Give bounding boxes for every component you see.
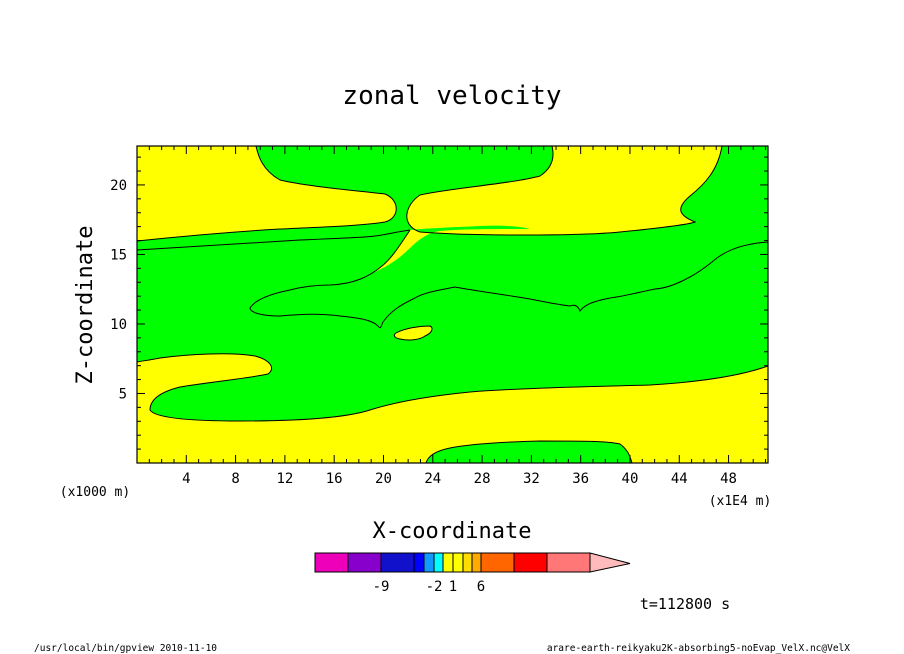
- contour-region-middle-band: [137, 230, 768, 421]
- colorbar-box: [452, 552, 464, 573]
- x-tick-label: 20: [375, 471, 392, 487]
- contour-island: [394, 326, 433, 340]
- contour-region-upper-band: [137, 146, 768, 328]
- contour-lines: [136, 145, 769, 464]
- colorbar-box: [546, 552, 591, 573]
- y-tick-label: 10: [110, 317, 127, 333]
- colorbar-box: [433, 552, 444, 573]
- colorbar-label: 1: [449, 579, 457, 595]
- x-tick-label: 16: [326, 471, 343, 487]
- y-tick-label: 5: [119, 386, 127, 402]
- colorbar-box: [513, 552, 548, 573]
- colorbar: [314, 552, 631, 573]
- x-tick-label: 48: [720, 471, 737, 487]
- colorbar-box: [471, 552, 482, 573]
- x-tick-label: 32: [523, 471, 540, 487]
- x-tick-label: 4: [182, 471, 190, 487]
- y-tick-label: 15: [110, 247, 127, 263]
- colorbar-box: [314, 552, 349, 573]
- colorbar-box: [462, 552, 473, 573]
- x-unit-label: (x1000 m): [60, 485, 130, 500]
- plot-frame: [136, 145, 769, 464]
- colorbar-label: 6: [477, 579, 485, 595]
- colorbar-box: [347, 552, 382, 573]
- colorbar-labels: -9 -2 1 6: [373, 579, 486, 595]
- chart-title: zonal velocity: [342, 81, 561, 111]
- x-tick-label: 8: [231, 471, 239, 487]
- y-axis-label: Z-coordinate: [73, 226, 98, 385]
- x-tick-label: 40: [622, 471, 639, 487]
- y-unit-label: (x1E4 m): [709, 494, 772, 509]
- time-annotation: t=112800 s: [640, 595, 730, 613]
- x-tick-label: 12: [276, 471, 293, 487]
- colorbar-box: [442, 552, 454, 573]
- y-tick-label: 20: [110, 178, 127, 194]
- colorbar-arrow: [589, 552, 631, 573]
- x-tick-label: 28: [474, 471, 491, 487]
- colorbar-box: [413, 552, 425, 573]
- colorbar-label: -9: [373, 579, 390, 595]
- axis-ticks: [137, 146, 768, 463]
- x-tick-label: 36: [572, 471, 589, 487]
- x-tick-label: 44: [671, 471, 688, 487]
- x-axis-label: X-coordinate: [373, 519, 532, 544]
- x-tick-label: 24: [424, 471, 441, 487]
- colorbar-box: [380, 552, 415, 573]
- colorbar-box: [480, 552, 515, 573]
- footer-left: /usr/local/bin/gpview 2010-11-10: [34, 643, 217, 654]
- footer-right: arare-earth-reikyaku2K-absorbing5-noEvap…: [547, 643, 850, 654]
- colorbar-box: [423, 552, 435, 573]
- colorbar-label: -2: [426, 579, 443, 595]
